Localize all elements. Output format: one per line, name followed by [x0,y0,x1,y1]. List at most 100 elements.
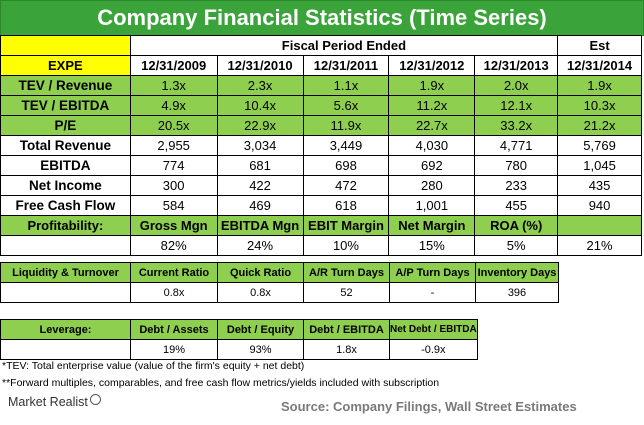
leverage-value: -0.9x [389,339,478,360]
table-cell: 2.0x [474,75,559,96]
table-cell: 233 [474,175,559,196]
row-label: TEV / Revenue [0,75,131,96]
table-cell: 300 [129,175,218,196]
table-row: Net Income 300 422 472 280 233 435 [0,175,642,196]
row-label: Net Income [0,175,131,196]
footnote-forward: **Forward multiples, comparables, and fr… [2,377,440,389]
row-label: EBITDA [0,155,131,176]
liquidity-table: Liquidity & Turnover Current Ratio Quick … [0,262,559,303]
row-label: Free Cash Flow [0,195,131,216]
table-cell: 20.5x [129,115,218,136]
liquidity-header: Quick Ratio [217,262,304,283]
financial-stats-table: Fiscal Period Ended Est EXPE 12/31/2009 1… [0,35,642,256]
profitability-header: Gross Mgn [129,215,218,236]
header-blank [0,35,131,56]
table-cell: 1.1x [302,75,390,96]
liquidity-value: 0.8x [130,282,218,303]
date-header: 12/31/2014 [557,55,642,76]
table-cell: 11.9x [302,115,390,136]
table-cell: 435 [557,175,642,196]
liquidity-header: Inventory Days [475,262,559,283]
table-cell: 10.4x [216,95,304,116]
liquidity-label: Liquidity & Turnover [0,262,131,283]
leverage-label: Leverage: [0,319,131,340]
table-cell: 692 [388,155,476,176]
liquidity-header: A/R Turn Days [303,262,390,283]
table-cell: 681 [216,155,304,176]
liquidity-header: Current Ratio [130,262,218,283]
table-cell: 1.3x [129,75,218,96]
leverage-value: 1.8x [303,339,390,360]
liquidity-value: - [389,282,476,303]
table-cell: 2,955 [129,135,218,156]
profitability-header [557,215,642,236]
row-label: Total Revenue [0,135,131,156]
date-header: 12/31/2010 [216,55,304,76]
table-cell: 455 [474,195,559,216]
profitability-header: EBIT Margin [302,215,390,236]
profitability-value: 24% [216,235,304,256]
row-label: P/E [0,115,131,136]
table-row: EBITDA 774 681 698 692 780 1,045 [0,155,642,176]
date-header: 12/31/2009 [129,55,218,76]
table-cell: 5.6x [302,95,390,116]
liquidity-value: 0.8x [217,282,304,303]
table-cell: 780 [474,155,559,176]
table-cell: 618 [302,195,390,216]
table-row: TEV / EBITDA 4.9x 10.4x 5.6x 11.2x 12.1x 10.3x [0,95,642,116]
date-header: 12/31/2013 [474,55,559,76]
table-cell: 1,001 [388,195,476,216]
table-cell: 774 [129,155,218,176]
source-note: Source: Company Filings, Wall Street Est… [281,399,577,414]
table-cell: 1.9x [557,75,642,96]
profitability-header: ROA (%) [474,215,559,236]
table-cell: 5,769 [557,135,642,156]
table-cell: 2.3x [216,75,304,96]
footnote-tev: *TEV: Total enterprise value (value of t… [2,360,305,372]
liquidity-value: 396 [475,282,559,303]
table-cell: 22.9x [216,115,304,136]
profitability-blank [0,235,131,256]
profitability-value: 21% [557,235,642,256]
magnifier-icon [89,393,101,405]
ticker-label: EXPE [0,55,131,76]
date-header: 12/31/2011 [302,55,390,76]
liquidity-blank [0,282,131,303]
leverage-header: Debt / EBITDA [303,319,390,340]
leverage-value: 19% [130,339,218,360]
profitability-value: 15% [388,235,476,256]
date-header: 12/31/2012 [388,55,476,76]
header-fiscal-period: Fiscal Period Ended [129,35,559,56]
table-row: P/E 20.5x 22.9x 11.9x 22.7x 33.2x 21.2x [0,115,642,136]
profitability-value: 5% [474,235,559,256]
table-cell: 698 [302,155,390,176]
table-row: TEV / Revenue 1.3x 2.3x 1.1x 1.9x 2.0x 1.9x [0,75,642,96]
table-cell: 12.1x [474,95,559,116]
profitability-value: 10% [302,235,390,256]
profitability-header: EBITDA Mgn [216,215,304,236]
table-cell: 4.9x [129,95,218,116]
table-cell: 1.9x [388,75,476,96]
table-row: Total Revenue 2,955 3,034 3,449 4,030 4,771 5,… [0,135,642,156]
leverage-header: Debt / Assets [130,319,218,340]
table-cell: 3,034 [216,135,304,156]
table-cell: 469 [216,195,304,216]
brand-name: Market Realist [8,395,88,409]
table-cell: 10.3x [557,95,642,116]
profitability-value: 82% [129,235,218,256]
profitability-label: Profitability: [0,215,131,236]
leverage-header: Debt / Equity [217,319,304,340]
table-cell: 940 [557,195,642,216]
table-cell: 4,771 [474,135,559,156]
row-label: TEV / EBITDA [0,95,131,116]
leverage-value: 93% [217,339,304,360]
table-cell: 22.7x [388,115,476,136]
brand-logo: Market Realist [8,393,101,409]
table-cell: 1,045 [557,155,642,176]
profitability-header: Net Margin [388,215,476,236]
table-cell: 11.2x [388,95,476,116]
liquidity-value: 52 [303,282,390,303]
table-cell: 4,030 [388,135,476,156]
header-est: Est [557,35,642,56]
table-cell: 472 [302,175,390,196]
